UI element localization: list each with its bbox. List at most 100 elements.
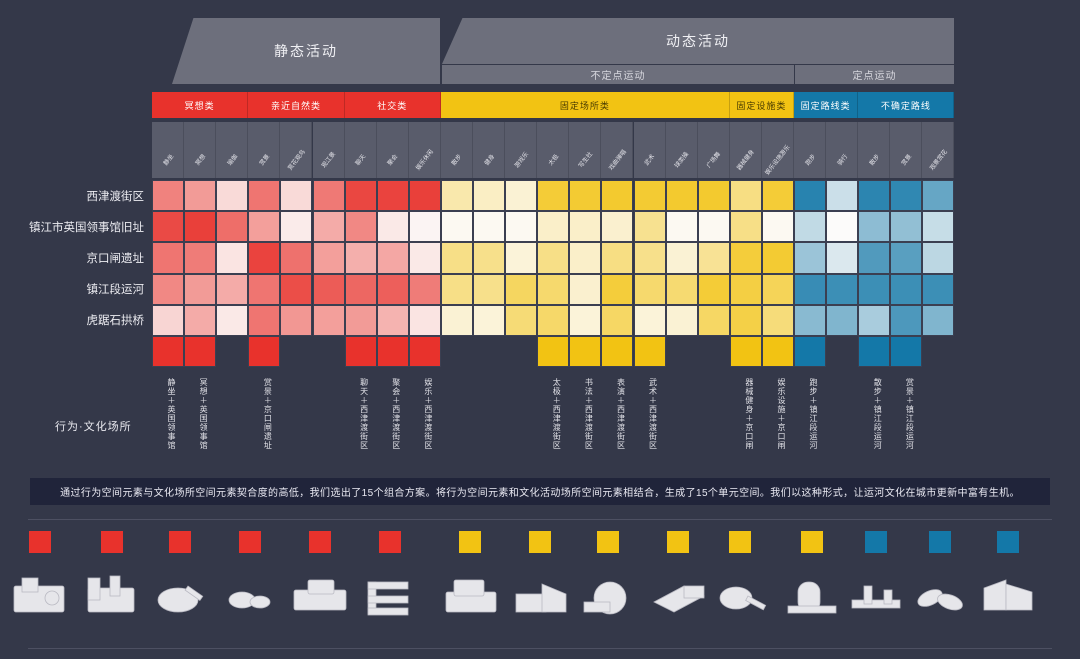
legend-swatch-10[interactable] <box>729 531 751 553</box>
heatmap-cell[interactable] <box>248 180 281 212</box>
category-band-6[interactable]: 不确定路线 <box>858 92 955 118</box>
heatmap-cell[interactable] <box>794 180 827 212</box>
legend-swatch-8[interactable] <box>597 531 619 553</box>
heatmap-cell[interactable] <box>473 242 506 274</box>
legend-swatch-3[interactable] <box>239 531 261 553</box>
model-thumbnail-8[interactable] <box>575 566 641 626</box>
heatmap-cell[interactable] <box>408 211 441 243</box>
heatmap-cell[interactable] <box>376 242 409 274</box>
heatmap-cell[interactable] <box>922 273 955 305</box>
legend-swatch-7[interactable] <box>529 531 551 553</box>
heatmap-cell[interactable] <box>537 304 570 336</box>
heatmap-cell[interactable] <box>665 242 698 274</box>
heatmap-cell[interactable] <box>697 242 730 274</box>
model-thumbnail-12[interactable] <box>843 566 909 626</box>
heatmap-cell[interactable] <box>440 211 473 243</box>
legend-swatch-9[interactable] <box>667 531 689 553</box>
heatmap-cell[interactable] <box>729 211 762 243</box>
heatmap-cell[interactable] <box>440 304 473 336</box>
category-band-5[interactable]: 固定路线类 <box>794 92 859 118</box>
model-thumbnail-13[interactable] <box>907 566 973 626</box>
selected-scheme-cell[interactable] <box>633 336 666 368</box>
heatmap-cell[interactable] <box>152 304 185 336</box>
heatmap-cell[interactable] <box>376 304 409 336</box>
heatmap-cell[interactable] <box>376 211 409 243</box>
heatmap-cell[interactable] <box>216 180 249 212</box>
heatmap-cell[interactable] <box>473 180 506 212</box>
heatmap-cell[interactable] <box>376 180 409 212</box>
selected-scheme-cell[interactable] <box>729 336 762 368</box>
heatmap-cell[interactable] <box>280 242 313 274</box>
legend-swatch-14[interactable] <box>997 531 1019 553</box>
heatmap-cell[interactable] <box>152 273 185 305</box>
heatmap-cell[interactable] <box>794 304 827 336</box>
heatmap-cell[interactable] <box>697 180 730 212</box>
selected-scheme-cell[interactable] <box>152 336 185 368</box>
heatmap-cell[interactable] <box>665 211 698 243</box>
heatmap-cell[interactable] <box>601 211 634 243</box>
heatmap-cell[interactable] <box>601 304 634 336</box>
heatmap-cell[interactable] <box>312 180 345 212</box>
heatmap-cell[interactable] <box>537 242 570 274</box>
heatmap-cell[interactable] <box>280 273 313 305</box>
heatmap-cell[interactable] <box>826 180 859 212</box>
heatmap-cell[interactable] <box>344 273 377 305</box>
heatmap-cell[interactable] <box>344 211 377 243</box>
heatmap-cell[interactable] <box>890 180 923 212</box>
heatmap-cell[interactable] <box>505 211 538 243</box>
model-thumbnail-14[interactable] <box>975 566 1041 626</box>
heatmap-cell[interactable] <box>601 180 634 212</box>
heatmap-cell[interactable] <box>729 304 762 336</box>
heatmap-cell[interactable] <box>922 180 955 212</box>
selected-scheme-cell[interactable] <box>344 336 377 368</box>
heatmap-cell[interactable] <box>890 242 923 274</box>
model-thumbnail-7[interactable] <box>507 566 573 626</box>
legend-swatch-11[interactable] <box>801 531 823 553</box>
heatmap-cell[interactable] <box>473 211 506 243</box>
heatmap-cell[interactable] <box>665 180 698 212</box>
heatmap-cell[interactable] <box>440 273 473 305</box>
heatmap-cell[interactable] <box>152 211 185 243</box>
heatmap-cell[interactable] <box>890 211 923 243</box>
heatmap-cell[interactable] <box>473 304 506 336</box>
heatmap-cell[interactable] <box>537 180 570 212</box>
heatmap-cell[interactable] <box>633 273 666 305</box>
heatmap-cell[interactable] <box>890 304 923 336</box>
heatmap-cell[interactable] <box>408 304 441 336</box>
heatmap-cell[interactable] <box>280 211 313 243</box>
model-thumbnail-4[interactable] <box>287 566 353 626</box>
category-band-4[interactable]: 固定设施类 <box>729 92 794 118</box>
heatmap-cell[interactable] <box>248 211 281 243</box>
heatmap-cell[interactable] <box>312 273 345 305</box>
legend-swatch-4[interactable] <box>309 531 331 553</box>
heatmap-cell[interactable] <box>344 304 377 336</box>
selected-scheme-cell[interactable] <box>248 336 281 368</box>
heatmap-cell[interactable] <box>633 180 666 212</box>
heatmap-cell[interactable] <box>537 273 570 305</box>
model-thumbnail-11[interactable] <box>779 566 845 626</box>
selected-scheme-cell[interactable] <box>794 336 827 368</box>
heatmap-cell[interactable] <box>344 242 377 274</box>
selected-scheme-cell[interactable] <box>858 336 891 368</box>
heatmap-cell[interactable] <box>761 211 794 243</box>
model-thumbnail-3[interactable] <box>217 566 283 626</box>
heatmap-cell[interactable] <box>729 242 762 274</box>
heatmap-cell[interactable] <box>794 211 827 243</box>
selected-scheme-cell[interactable] <box>537 336 570 368</box>
heatmap-cell[interactable] <box>569 273 602 305</box>
heatmap-cell[interactable] <box>408 242 441 274</box>
selected-scheme-cell[interactable] <box>408 336 441 368</box>
heatmap-cell[interactable] <box>408 273 441 305</box>
category-band-1[interactable]: 亲近自然类 <box>248 92 345 118</box>
heatmap-cell[interactable] <box>569 180 602 212</box>
heatmap-cell[interactable] <box>216 211 249 243</box>
heatmap-cell[interactable] <box>761 304 794 336</box>
model-thumbnail-0[interactable] <box>7 566 73 626</box>
heatmap-cell[interactable] <box>729 273 762 305</box>
heatmap-cell[interactable] <box>601 242 634 274</box>
heatmap-cell[interactable] <box>505 242 538 274</box>
heatmap-cell[interactable] <box>505 304 538 336</box>
heatmap-cell[interactable] <box>826 211 859 243</box>
selected-scheme-cell[interactable] <box>761 336 794 368</box>
selected-scheme-cell[interactable] <box>601 336 634 368</box>
